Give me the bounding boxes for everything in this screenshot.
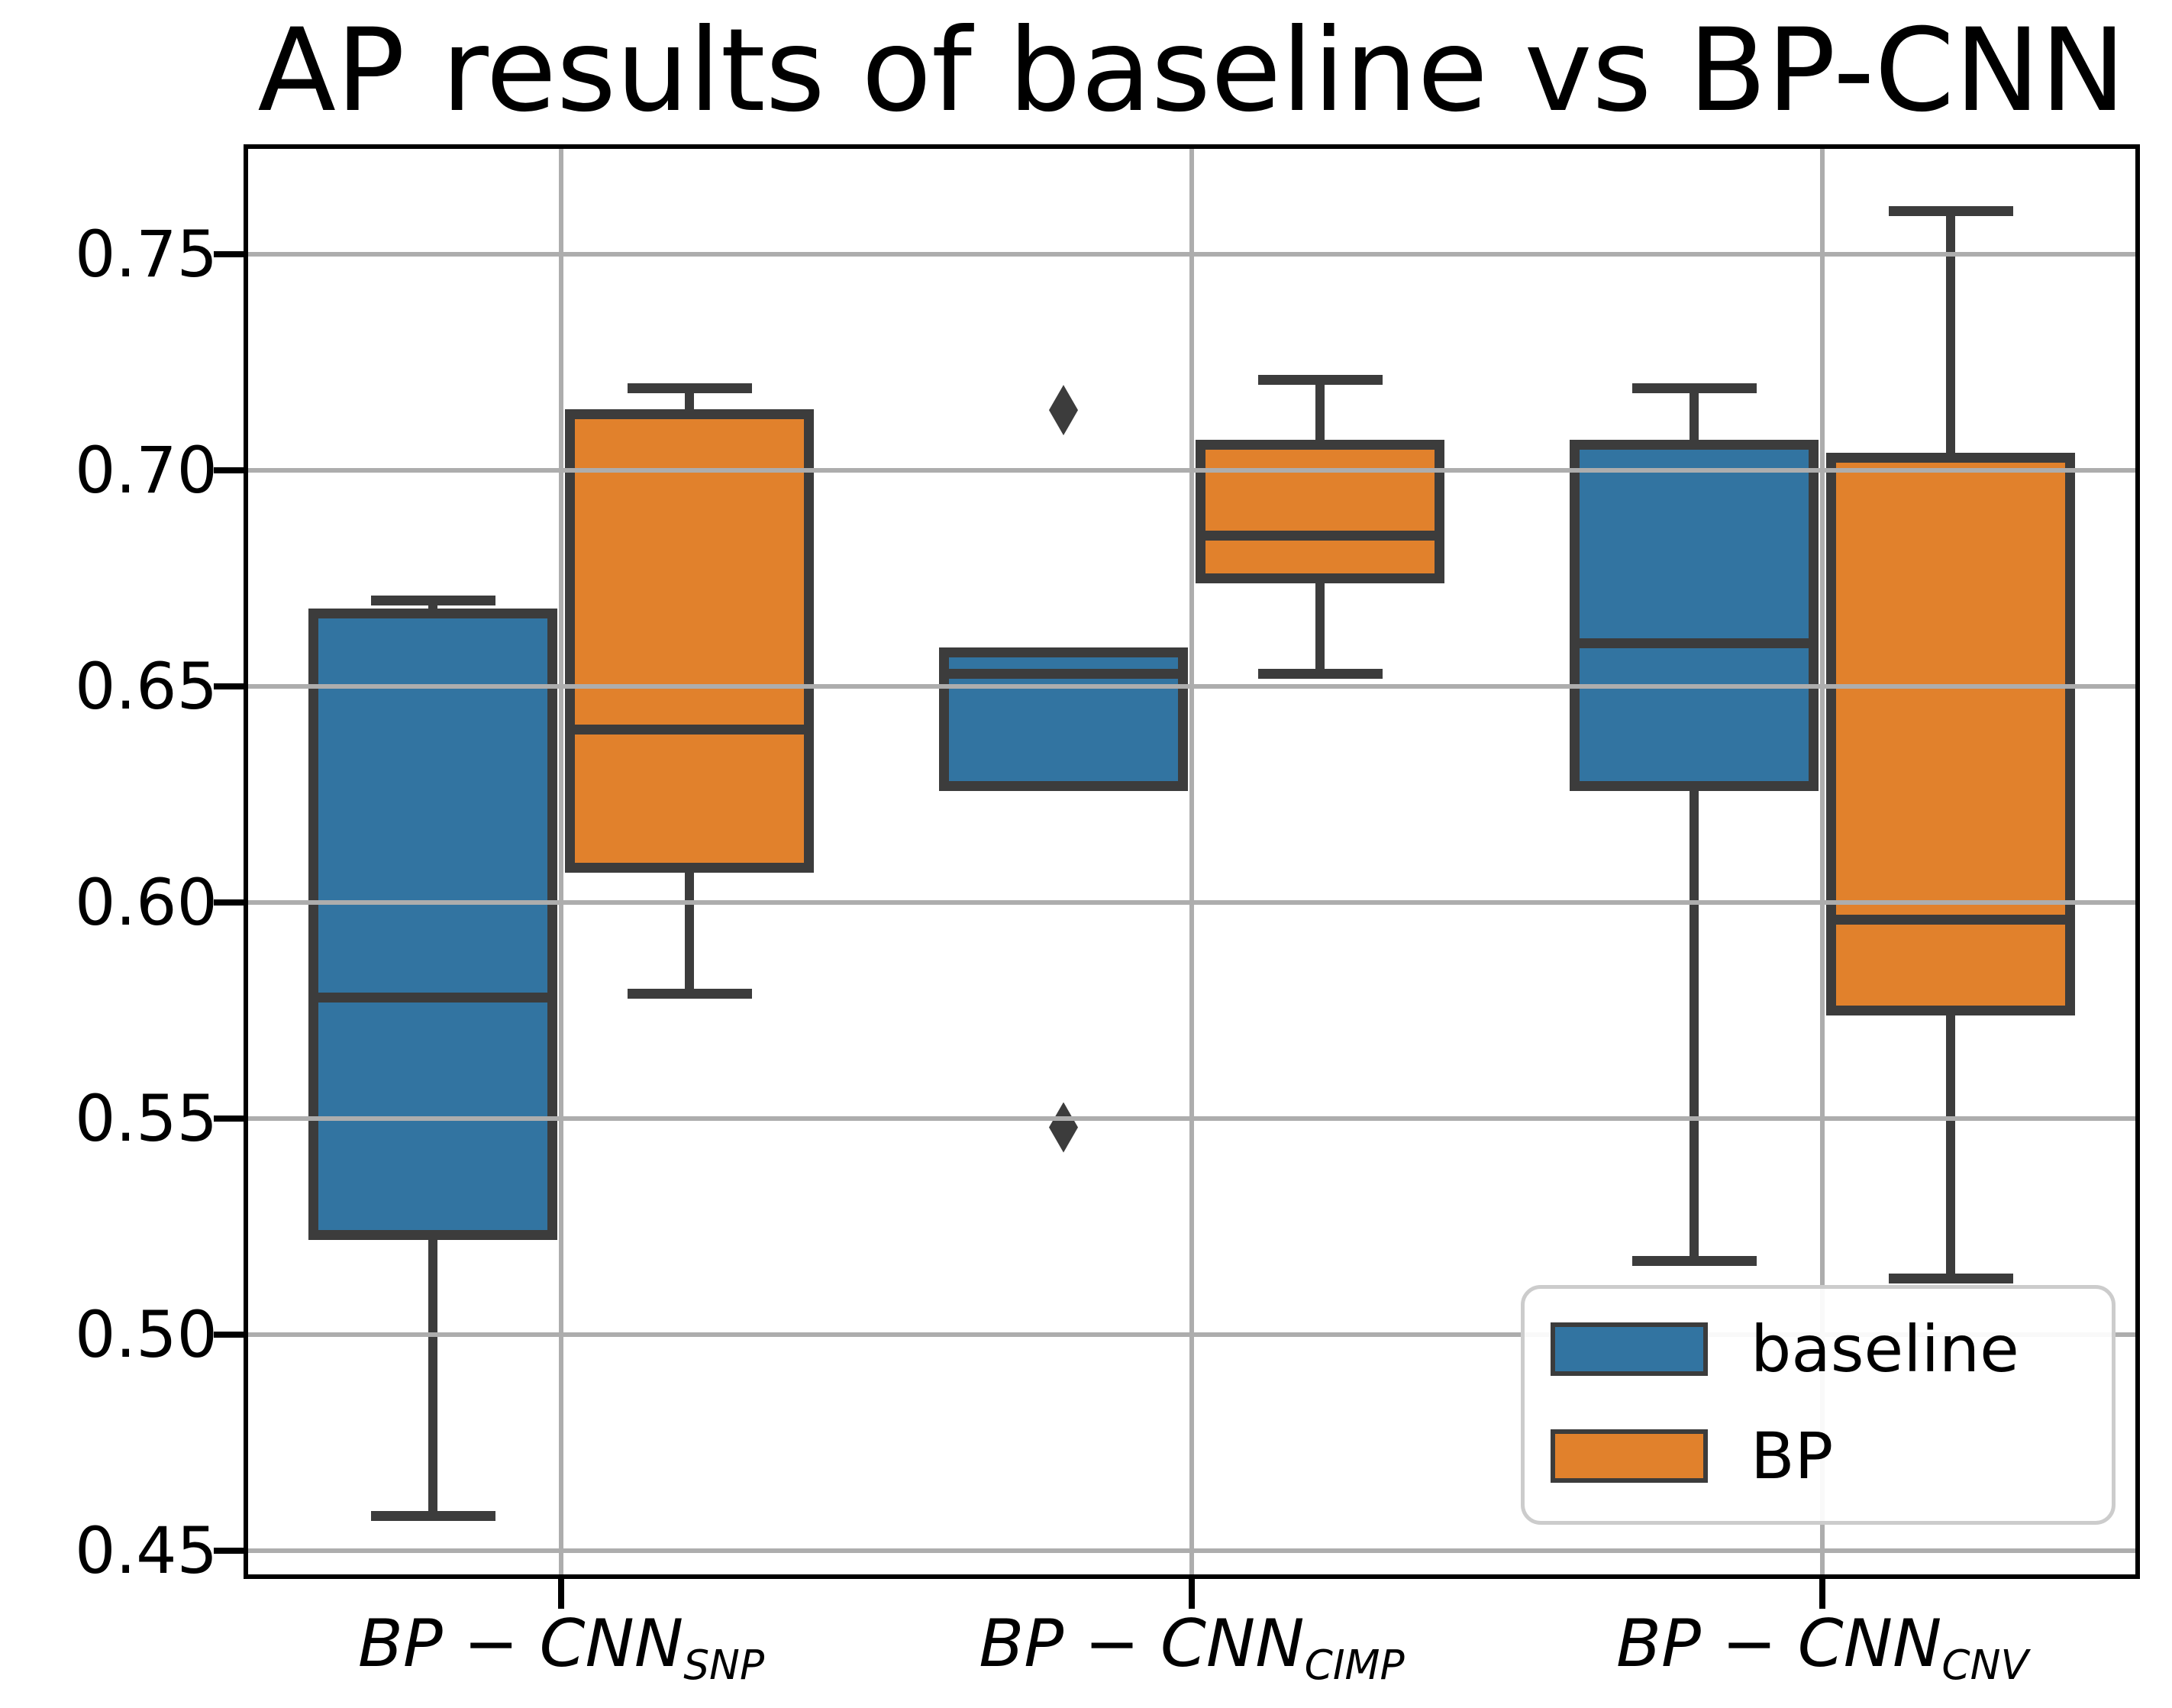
x-tick-label-main: BP − CNN [979,1606,1305,1682]
y-tick-label: 0.75 [74,217,218,292]
x-tick-label: BP − CNNCNV [1616,1606,2028,1689]
median-line [939,668,1188,679]
lower-whisker [685,867,694,994]
legend: baseline BP [1521,1285,2116,1525]
outlier-diamond [1049,385,1078,436]
y-tick-label: 0.60 [74,865,218,941]
upper-whisker [1690,388,1699,445]
lower-whisker [1946,1010,1955,1279]
y-tick [214,467,246,474]
y-tick-label: 0.65 [74,649,218,725]
x-tick-label-subscript: SNP [683,1642,765,1690]
y-tick-label: 0.55 [74,1081,218,1157]
y-tick [214,251,246,258]
chart-title: AP results of baseline vs BP-CNN [257,5,2126,137]
upper-whisker-cap [1631,383,1757,394]
outlier-diamond [1049,1102,1078,1153]
x-tick [558,1577,564,1609]
x-tick [1819,1577,1825,1609]
box-BP [565,409,814,873]
x-tick-label-main: BP − CNN [1616,1606,1942,1682]
x-tick-label-main: BP − CNN [357,1606,684,1682]
upper-whisker-cap [370,595,495,605]
y-tick-label: 0.70 [74,433,218,509]
y-tick [214,1116,246,1122]
x-tick-label: BP − CNNCIMP [979,1606,1404,1689]
x-gridline [1189,147,1194,1577]
lower-whisker-cap [1257,668,1383,679]
median-line [1826,915,2075,925]
y-tick-label: 0.45 [74,1513,218,1589]
upper-whisker [1315,379,1325,445]
lower-whisker [1315,578,1325,674]
lower-whisker-cap [1631,1256,1757,1267]
x-tick [1189,1577,1195,1609]
upper-whisker-cap [627,383,752,394]
legend-item-baseline: baseline [1551,1312,2019,1387]
upper-whisker [1946,211,1955,458]
box-BP [1826,452,2075,1016]
x-tick-label-subscript: CNV [1941,1642,2028,1690]
upper-whisker-cap [1888,206,2013,217]
y-tick [214,899,246,906]
box-baseline [308,608,557,1241]
lower-whisker-cap [370,1511,495,1522]
y-tick [214,1548,246,1555]
lower-whisker [428,1235,437,1516]
x-gridline [1820,147,1825,1577]
box-BP [1196,439,1444,584]
right-spine [2135,144,2140,1579]
lower-whisker-cap [1888,1274,2013,1284]
left-spine [244,144,248,1579]
median-line [565,725,814,735]
top-spine [244,144,2140,149]
legend-label-baseline: baseline [1751,1312,2019,1387]
x-tick-label-subscript: CIMP [1304,1642,1405,1690]
median-line [1196,530,1444,541]
median-line [1570,638,1819,649]
x-gridline [559,147,563,1577]
legend-swatch-baseline [1551,1322,1708,1376]
upper-whisker-cap [1257,375,1383,386]
y-tick-label: 0.50 [74,1297,218,1373]
lower-whisker-cap [627,988,752,999]
upper-whisker [685,388,694,415]
box-baseline [1570,439,1819,791]
x-tick-label: BP − CNNSNP [358,1606,764,1689]
y-tick [214,1332,246,1338]
legend-item-bp: BP [1551,1419,1833,1493]
lower-whisker [1690,786,1699,1261]
median-line [308,993,557,1003]
legend-swatch-bp [1551,1429,1708,1483]
y-tick [214,683,246,690]
legend-label-bp: BP [1751,1419,1834,1493]
